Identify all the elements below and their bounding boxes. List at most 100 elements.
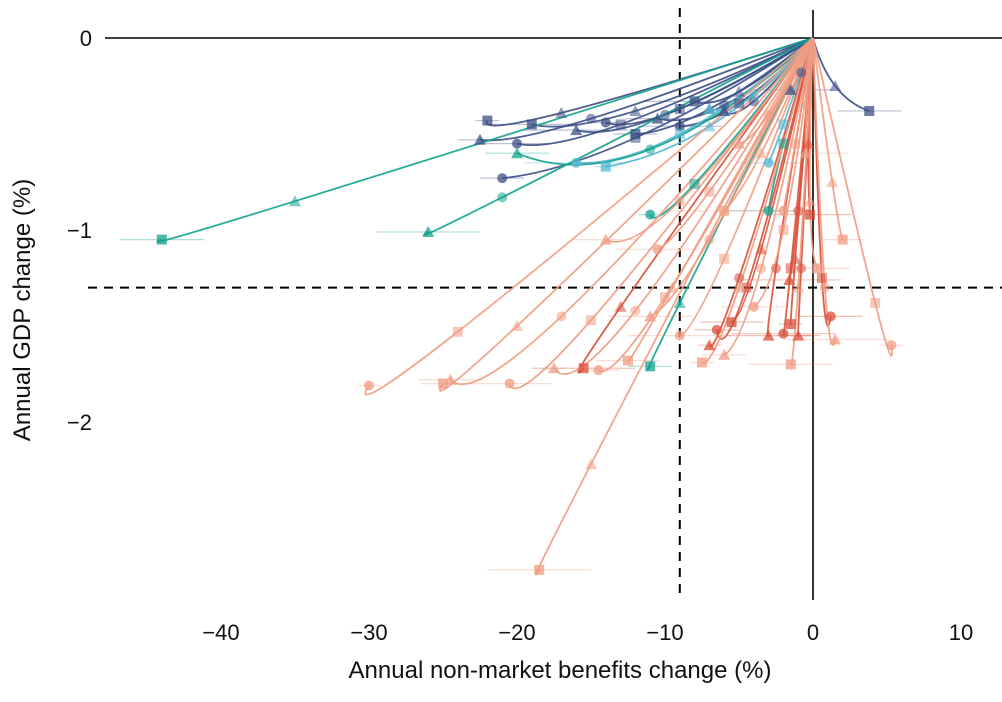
x-tick-label: −30 [350,620,387,645]
y-tick-label: −2 [67,410,92,435]
series-mid-marker [734,273,744,283]
series-end-marker [792,329,805,341]
x-axis-title: Annual non-market benefits change (%) [349,657,772,684]
series-end-marker [504,378,515,389]
series-end-marker [645,209,656,220]
series-end-marker [748,301,759,312]
series-mid-marker [614,300,627,312]
series-line [423,37,814,236]
series-end-marker [719,205,730,216]
series-end-marker [785,319,796,330]
series-mid-marker [756,263,767,274]
series-end-marker [497,173,508,184]
series-end-marker [703,103,716,115]
series-end-marker [886,340,897,351]
series-mid-marker [819,282,830,293]
series-mid-marker [802,137,815,149]
series-mid-marker [816,273,827,283]
series-end-marker [805,209,816,220]
series-mid-marker [733,281,745,293]
series-mid-marker [674,104,685,115]
series-mid-marker [734,98,744,109]
series-mid-marker [586,113,596,124]
series-end-marker [526,119,537,130]
series-end-marker [578,363,589,374]
series-end-marker [600,161,611,172]
y-tick-label: 0 [80,26,92,51]
series-mid-marker [555,106,568,118]
series-mid-marker [673,296,686,308]
x-tick-label: −10 [646,620,683,645]
series-end-marker [482,115,493,126]
series-mid-marker [796,263,807,274]
series-mid-marker [660,109,670,120]
series-end-marker [652,244,663,255]
series-mid-marker [452,326,463,337]
series-end-marker [785,359,796,370]
series-mid-marker [763,109,774,120]
series-mid-marker [771,263,781,274]
series-mid-marker [802,100,813,111]
series-end-marker [703,339,716,351]
series-end-marker [623,355,633,366]
series-mid-marker [778,119,789,130]
series-mid-marker [704,186,715,197]
series-mid-marker [674,196,685,207]
series-end-marker [718,104,731,116]
series-end-marker [864,105,875,116]
series-mid-marker [829,80,842,91]
series-end-marker [548,362,560,374]
x-tick-label: 10 [949,620,973,645]
series-mid-marker [630,132,641,143]
x-tick-label: −20 [498,620,535,645]
series-mid-marker [719,253,730,264]
series-end-marker [674,121,685,132]
series-end-marker [364,380,374,391]
series-mid-marker [748,90,759,101]
series-mid-marker [585,458,597,470]
y-axis-title: Annual GDP change (%) [9,179,36,441]
series-end-marker [599,233,612,245]
series-end-marker [697,357,707,368]
reference-lines [88,8,1002,600]
series-end-marker [438,378,448,389]
series-end-marker [778,328,789,339]
series-end-marker [762,329,775,341]
series-end-marker [837,234,848,245]
series-mid-marker [793,205,804,216]
series-mid-marker [630,305,641,316]
series-mid-marker [556,311,567,322]
series-mid-marker [289,195,301,207]
series-mid-marker [778,225,789,235]
series-end-marker [651,112,664,124]
series-end-marker [512,138,522,149]
series-mid-marker [789,252,802,264]
series-end-marker [763,205,774,216]
series-end-marker [644,310,657,322]
series-mid-marker [870,297,881,308]
series-end-marker [711,324,722,335]
series-end-marker [674,330,685,341]
series-mid-marker [704,234,715,245]
series-mid-marker [511,320,523,331]
series-mid-marker [497,192,508,203]
series-end-marker [571,157,582,168]
series-mid-marker [733,85,745,97]
series-mid-marker [826,176,839,187]
series-end-marker [689,96,700,107]
series-mid-marker [666,281,679,293]
series-mid-marker [741,282,752,293]
series-mid-marker [792,281,805,293]
series-mid-marker [586,315,596,326]
series-mid-marker [660,292,670,303]
series-end-marker [156,234,167,245]
series-mid-marker [645,144,656,155]
series-end-marker [726,317,737,328]
series-end-marker [783,273,796,285]
series-end-marker [825,311,836,322]
series-end-marker [645,361,656,372]
x-tick-label: 0 [807,620,819,645]
series-end-marker [733,137,745,149]
series-end-marker [570,124,583,136]
